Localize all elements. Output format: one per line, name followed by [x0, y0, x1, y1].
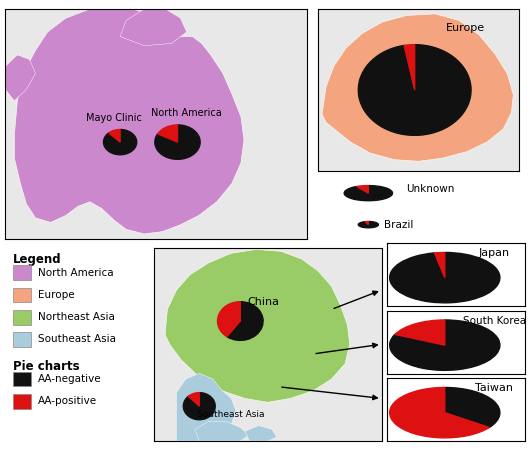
Text: Southeast Asia: Southeast Asia — [38, 334, 116, 344]
Wedge shape — [217, 302, 240, 337]
Text: Northeast Asia: Northeast Asia — [38, 312, 115, 322]
Text: Mayo Clinic: Mayo Clinic — [86, 112, 142, 122]
Polygon shape — [322, 14, 514, 161]
Polygon shape — [5, 55, 36, 101]
FancyBboxPatch shape — [13, 332, 31, 347]
Polygon shape — [14, 9, 244, 234]
Text: AA-positive: AA-positive — [38, 396, 97, 406]
Polygon shape — [245, 426, 277, 441]
Text: Europe: Europe — [445, 23, 484, 33]
FancyBboxPatch shape — [13, 266, 31, 280]
Wedge shape — [344, 185, 393, 201]
Polygon shape — [176, 374, 236, 441]
Wedge shape — [188, 392, 199, 406]
Wedge shape — [358, 221, 378, 228]
Wedge shape — [109, 130, 120, 142]
Text: North America: North America — [38, 268, 113, 278]
Text: Europe: Europe — [38, 290, 75, 300]
Wedge shape — [227, 302, 263, 340]
Wedge shape — [357, 185, 368, 193]
Wedge shape — [358, 45, 471, 135]
Text: Legend: Legend — [13, 253, 61, 266]
Wedge shape — [404, 45, 414, 90]
Wedge shape — [155, 125, 200, 159]
Text: AA-negative: AA-negative — [38, 374, 102, 384]
Wedge shape — [157, 125, 178, 142]
Text: Unknown: Unknown — [407, 184, 455, 194]
Text: South Korea: South Korea — [463, 315, 526, 325]
Wedge shape — [435, 252, 445, 278]
Polygon shape — [165, 249, 350, 402]
Wedge shape — [390, 320, 500, 370]
Text: Brazil: Brazil — [384, 220, 414, 230]
Polygon shape — [195, 422, 250, 441]
Wedge shape — [183, 392, 215, 420]
FancyBboxPatch shape — [13, 310, 31, 324]
Wedge shape — [395, 320, 445, 345]
Text: China: China — [247, 297, 279, 307]
FancyBboxPatch shape — [13, 394, 31, 409]
Wedge shape — [365, 221, 368, 225]
Polygon shape — [120, 9, 187, 46]
Wedge shape — [390, 387, 489, 438]
Wedge shape — [390, 252, 500, 303]
Text: Pie charts: Pie charts — [13, 360, 80, 373]
FancyBboxPatch shape — [13, 372, 31, 387]
Wedge shape — [103, 130, 137, 155]
FancyBboxPatch shape — [13, 288, 31, 302]
Wedge shape — [445, 387, 500, 428]
Text: Taiwan: Taiwan — [475, 383, 514, 393]
Text: Japan: Japan — [479, 248, 510, 258]
Text: Southeast Asia: Southeast Asia — [198, 410, 265, 419]
Text: North America: North America — [151, 108, 222, 118]
